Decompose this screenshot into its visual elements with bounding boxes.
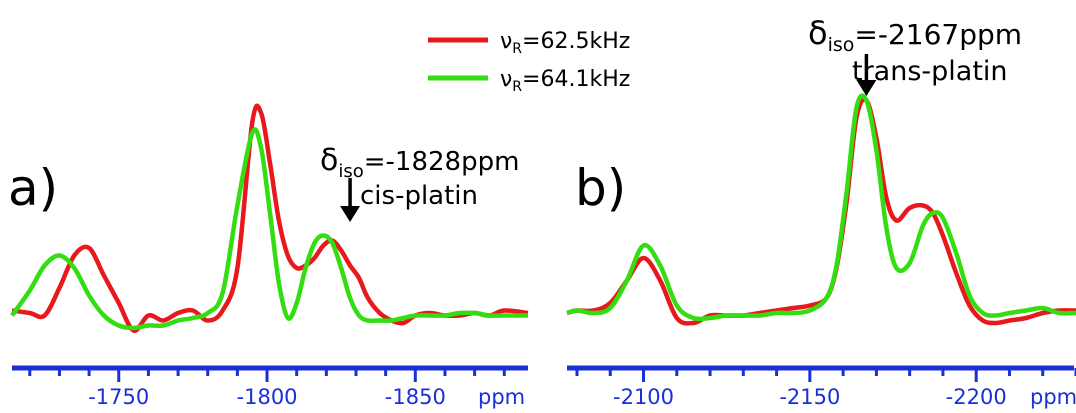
x-tick-label: -2150 [779,385,840,409]
x-tick-label: -1850 [385,385,446,409]
legend-label-green: νR=64.1kHz [500,67,630,95]
legend-label-red: νR=62.5kHz [500,29,630,57]
arrow-head [856,80,877,96]
annotation-cis-platin: δiso=-1828ppm cis-platin [320,143,519,222]
series-line-green [566,93,1076,322]
x-tick-label: -1750 [88,385,149,409]
annotation-a-shift: δiso=-1828ppm [320,143,519,182]
arrow-head [340,206,361,222]
annotation-trans-platin: δiso=-2167ppm trans-platin [808,14,1022,96]
legend: νR=62.5kHz νR=64.1kHz [428,29,630,95]
series-line-green [10,127,528,331]
annotation-b-compound: trans-platin [852,56,1008,87]
annotation-a-compound: cis-platin [360,181,478,211]
panel-b-label: b) [575,159,626,217]
x-tick-label: -2200 [946,385,1007,409]
arrow-down-icon [340,178,361,222]
panel-a: -1750 -1800 -1850 ppm [10,103,529,409]
series-line-red [566,97,1076,326]
x-unit-label: ppm [1030,385,1076,409]
panel-a-label: a) [8,159,58,217]
arrow-down-icon [856,54,877,96]
x-tick-label: -2100 [613,385,674,409]
panel-b: -2100 -2150 -2200 ppm [566,93,1076,409]
annotation-b-shift: δiso=-2167ppm [808,14,1022,56]
x-tick-label: -1800 [237,385,298,409]
x-unit-label: ppm [478,385,525,409]
